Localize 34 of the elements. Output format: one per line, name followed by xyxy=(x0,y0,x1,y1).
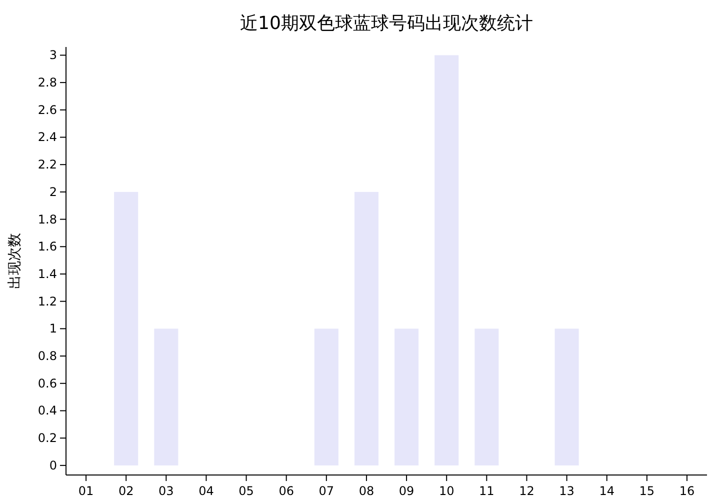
x-tick-label: 03 xyxy=(158,484,174,498)
x-tick-label: 09 xyxy=(398,484,414,498)
y-tick-label: 2.2 xyxy=(38,158,57,172)
y-tick-label: 1.6 xyxy=(38,240,57,254)
y-tick-label: 2.4 xyxy=(38,130,57,144)
y-tick-label: 1.4 xyxy=(38,266,57,281)
x-tick-label: 12 xyxy=(519,484,534,498)
y-tick-label: 1 xyxy=(49,322,57,336)
x-tick-label: 01 xyxy=(78,484,94,498)
y-tick-label: 0.8 xyxy=(38,349,57,364)
x-tick-label: 14 xyxy=(599,484,614,498)
x-tick-label: 13 xyxy=(559,484,574,498)
x-tick-label: 02 xyxy=(118,484,134,498)
x-tick-label: 06 xyxy=(278,484,294,498)
x-tick-label: 07 xyxy=(318,484,334,498)
x-tick-label: 16 xyxy=(679,484,695,498)
y-tick-label: 1.2 xyxy=(38,294,57,308)
y-tick-label: 0.2 xyxy=(38,431,57,446)
x-tick-label: 10 xyxy=(438,484,454,498)
x-tick-label: 15 xyxy=(639,484,655,498)
x-tick-label: 05 xyxy=(238,484,254,498)
chart-title: 近10期双色球蓝球号码出现次数统计 xyxy=(240,13,533,34)
x-tick-label: 04 xyxy=(198,484,214,498)
y-tick-label: 3 xyxy=(49,48,57,62)
y-tick-label: 0.4 xyxy=(38,404,57,418)
y-tick-label: 0.6 xyxy=(38,376,57,390)
y-axis-title: 出现次数 xyxy=(7,233,23,289)
y-tick-label: 2.6 xyxy=(38,102,57,117)
y-tick-label: 2 xyxy=(49,184,57,199)
x-tick-label: 08 xyxy=(358,484,374,498)
x-tick-label: 11 xyxy=(479,484,494,498)
y-tick-label: 1.8 xyxy=(38,212,57,226)
y-tick-label: 0 xyxy=(49,458,57,472)
y-tick-label: 2.8 xyxy=(38,76,57,90)
